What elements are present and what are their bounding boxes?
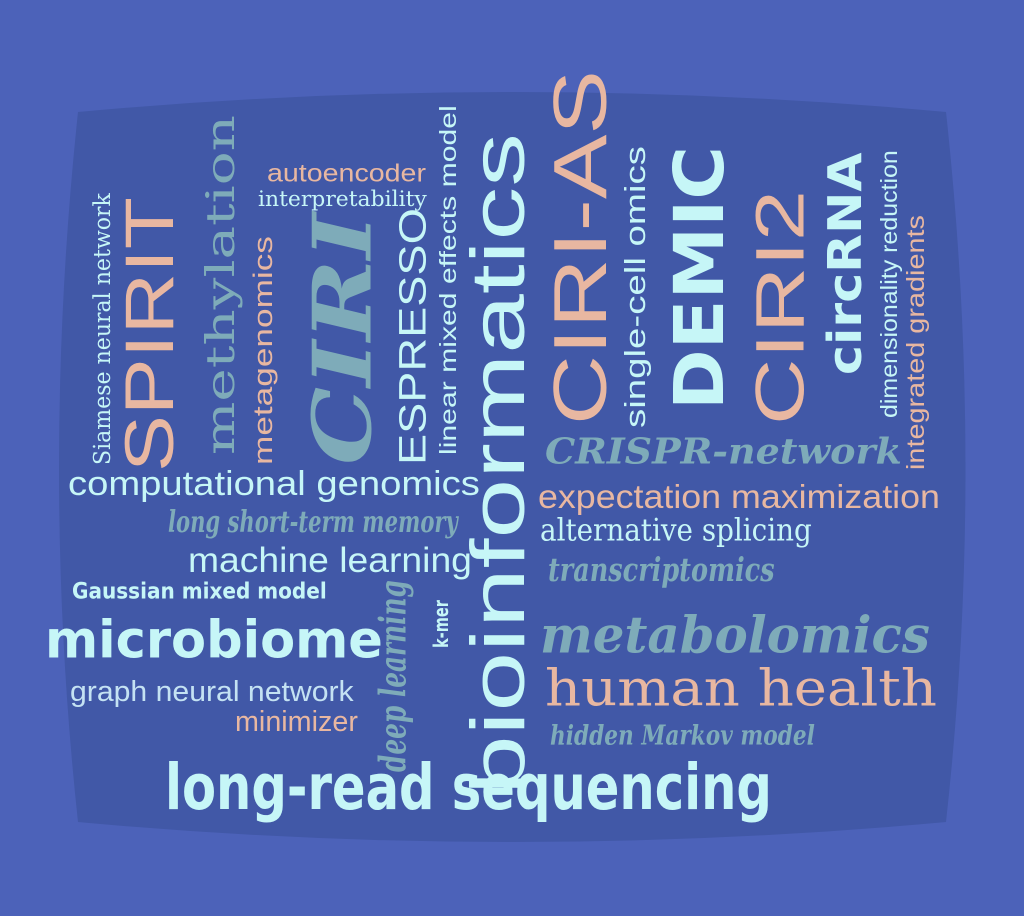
word-integrated-gradients: integrated gradients <box>902 215 930 470</box>
word-minimizer: minimizer <box>235 706 358 738</box>
word-machine-learning: machine learning <box>188 540 472 580</box>
word-methylation: methylation <box>198 115 243 455</box>
word-k-mer: k-mer <box>429 600 453 648</box>
word-espresso: ESPRESSO <box>391 208 434 465</box>
word-expectation-maximization: expectation maximization <box>538 479 940 516</box>
word-demic: DEMIC <box>659 146 739 410</box>
word-spirit: SPIRIT <box>112 197 188 472</box>
word-single-cell-omics: single-cell omics <box>620 146 652 428</box>
word-siamese-neural-network: Siamese neural network <box>90 193 117 465</box>
word-circrna: circRNA <box>819 152 873 375</box>
word-deep-learning: deep learning <box>373 580 415 772</box>
word-ciri-as: CIRI-AS <box>538 70 622 425</box>
word-long-short-term-memory: long short-term memory <box>168 505 459 540</box>
word-linear-mixed-effects-model: linear mixed effects model <box>436 105 462 455</box>
cloud-background-panel <box>59 92 966 842</box>
word-microbiome: microbiome <box>45 610 383 670</box>
word-dimensionality-reduction: dimensionality reduction <box>877 150 903 418</box>
word-computational-genomics: computational genomics <box>68 464 480 503</box>
word-hidden-markov-model: hidden Markov model <box>550 719 815 751</box>
word-autoencoder: autoencoder <box>267 159 426 187</box>
word-alternative-splicing: alternative splicing <box>540 512 812 548</box>
word-long-read-sequencing: long-read sequencing <box>165 751 772 825</box>
word-crispr-network: CRISPR-network <box>545 430 902 472</box>
word-metabolomics: metabolomics <box>540 605 930 665</box>
word-graph-neural-network: graph neural network <box>70 676 354 708</box>
word-human-health: human health <box>545 659 937 718</box>
word-interpretability: interpretability <box>258 187 427 212</box>
word-metagenomics: metagenomics <box>248 236 278 465</box>
word-ciri: CIRI <box>296 210 390 465</box>
word-gaussian-mixed-model: Gaussian mixed model <box>72 578 327 604</box>
word-transcriptomics: transcriptomics <box>548 550 775 589</box>
word-bioinformatics: bioinformatics <box>455 133 540 795</box>
word-ciri2: CIRI2 <box>743 190 819 425</box>
